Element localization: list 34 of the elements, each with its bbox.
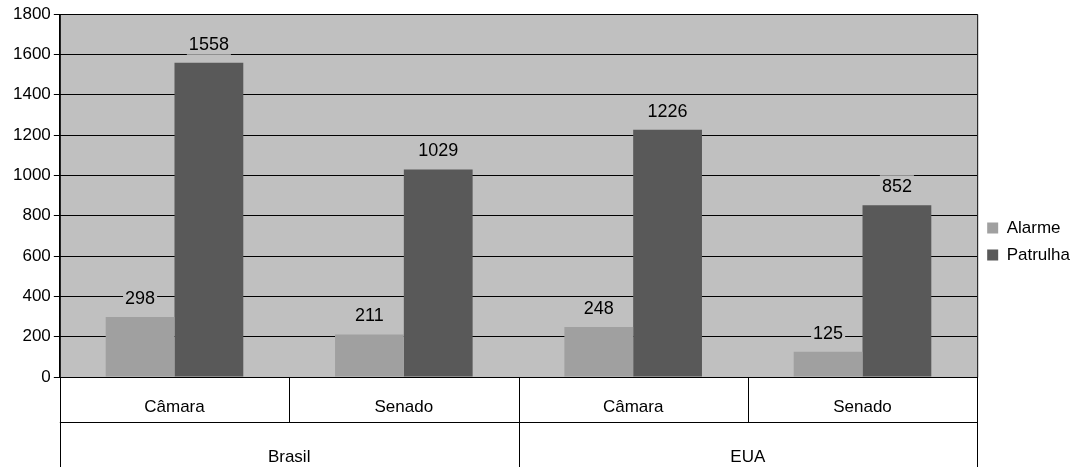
bar	[793, 351, 863, 377]
data-label: 1226	[647, 100, 688, 121]
data-label: 211	[355, 305, 384, 326]
bar	[564, 326, 634, 377]
bar	[105, 316, 175, 377]
x-tick-label: Câmara	[144, 396, 206, 416]
legend-label: Alarme	[1006, 217, 1061, 237]
y-tick-label: 600	[22, 245, 51, 265]
y-tick-label: 0	[41, 366, 51, 386]
text: Brasil	[267, 446, 311, 466]
data-label: 125	[813, 322, 844, 343]
y-tick-label: 1200	[12, 124, 51, 144]
data-label: 248	[583, 297, 614, 318]
bar	[633, 129, 702, 377]
data-label: 1558	[188, 33, 229, 54]
y-tick-label: 1000	[12, 165, 51, 185]
data-label: 298	[125, 287, 156, 308]
bar	[403, 169, 473, 377]
x-tick-label: Senado	[833, 396, 892, 416]
y-tick-label: 200	[22, 326, 51, 346]
data-label: 1029	[418, 140, 459, 161]
legend-label: Patrulha	[1006, 244, 1071, 264]
y-tick-label: 1800	[12, 3, 51, 23]
bar	[174, 62, 244, 377]
y-tick-label: 1600	[12, 44, 51, 64]
text: EUA	[730, 446, 766, 466]
y-tick-label: 400	[22, 286, 51, 306]
x-tick-label: Câmara	[602, 396, 664, 416]
bar	[335, 334, 404, 377]
x-tick-label: Senado	[374, 396, 434, 416]
data-label: 852	[881, 176, 912, 197]
y-tick-label: 800	[22, 205, 51, 225]
y-tick-label: 1400	[12, 84, 51, 104]
bar	[862, 205, 932, 377]
